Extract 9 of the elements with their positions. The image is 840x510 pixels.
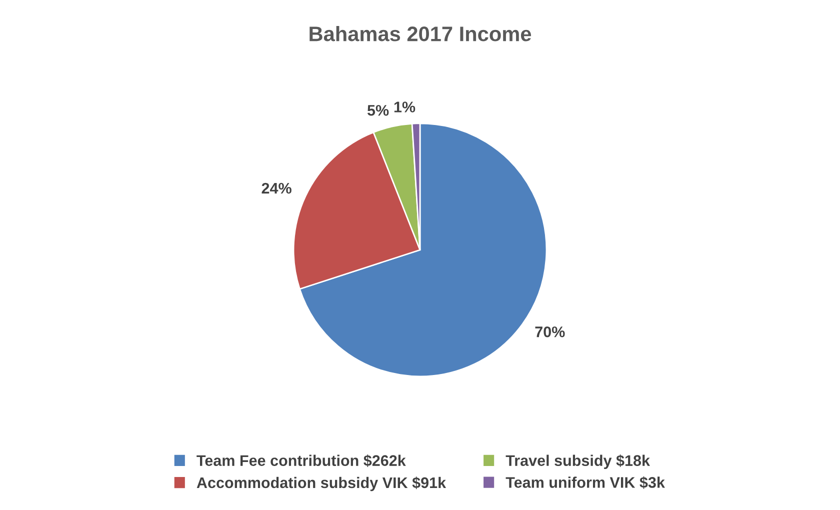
legend-label: Team uniform VIK $3k: [506, 476, 665, 489]
legend-label: Accommodation subsidy VIK $91k: [196, 476, 446, 492]
data-label: 24%: [262, 182, 292, 194]
legend-label: Travel subsidy $18k: [506, 454, 650, 469]
data-label: 70%: [535, 326, 565, 338]
data-label: 1%: [394, 102, 416, 112]
legend-label: Team Fee contribution $262k: [196, 454, 406, 467]
data-label: 5%: [367, 104, 389, 116]
chart-title: Bahamas 2017 Income: [310, 26, 532, 42]
